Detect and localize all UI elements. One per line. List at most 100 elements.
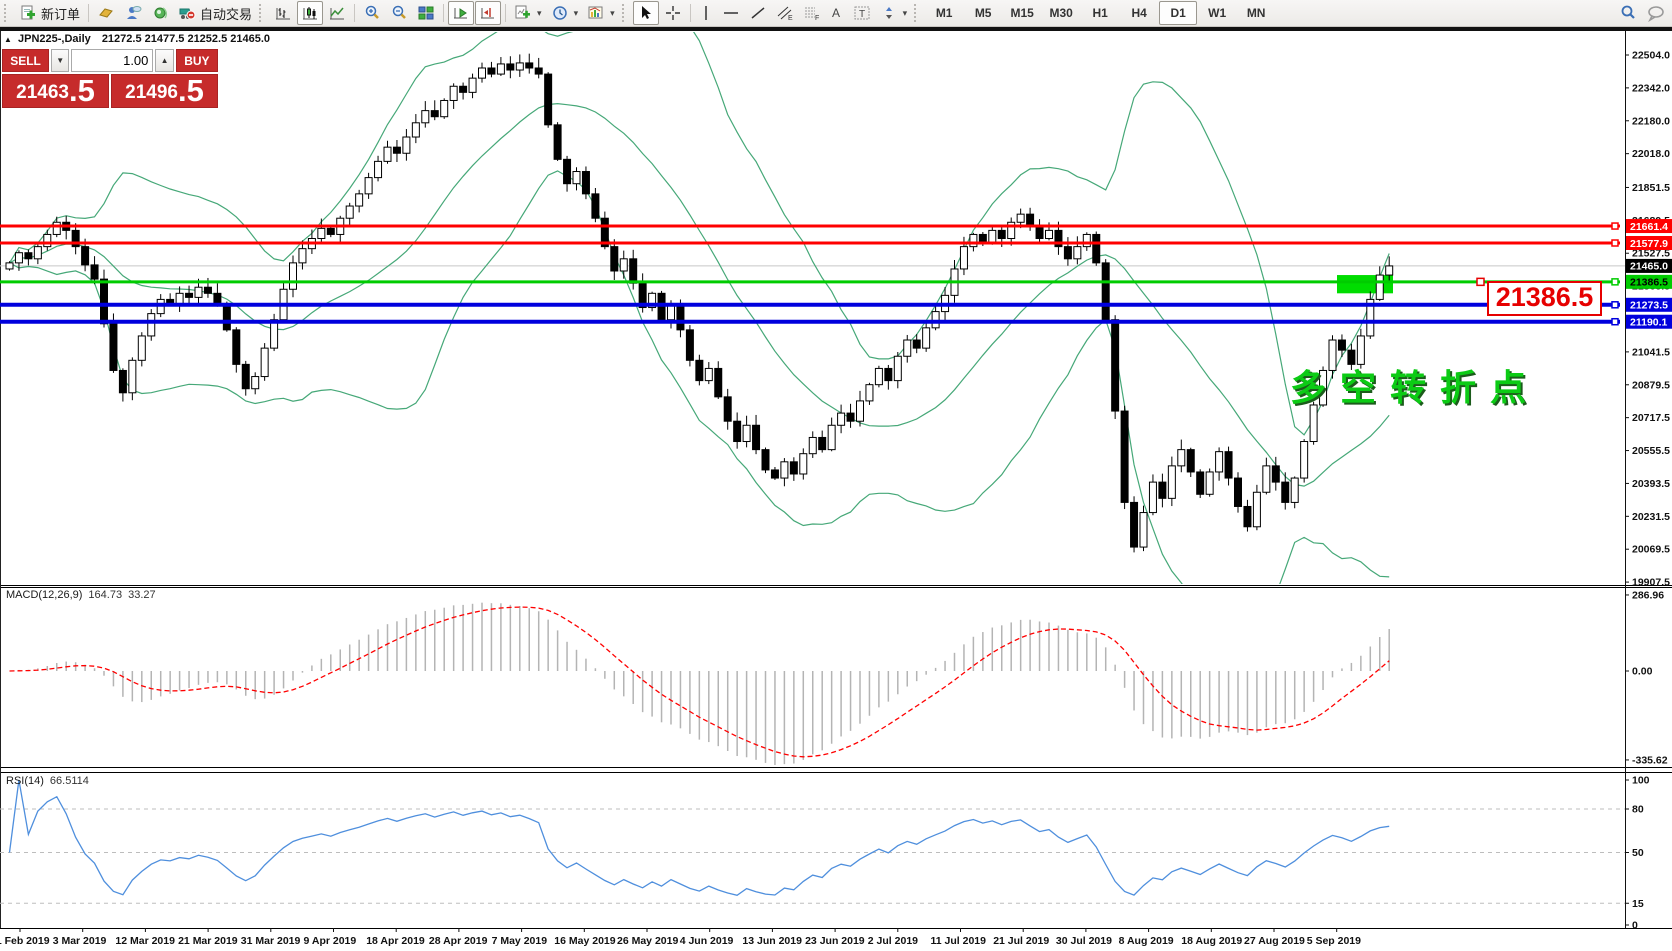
timeframe-d1-button[interactable]: D1 <box>1159 1 1198 25</box>
svg-text:100: 100 <box>1632 775 1650 787</box>
chart-shift-button[interactable] <box>475 1 502 25</box>
trendline-icon <box>749 4 767 22</box>
price-axis-flag <box>1626 314 1672 329</box>
timeframe-mn-button[interactable]: MN <box>1246 6 1266 20</box>
svg-text:21190.1: 21190.1 <box>1630 317 1668 329</box>
buy-price-main: 21496 <box>125 82 178 103</box>
community-icon <box>124 4 142 22</box>
highlight-rect[interactable] <box>1337 275 1393 294</box>
svg-text:15: 15 <box>1632 898 1644 910</box>
buy-price-display[interactable]: 21496 .5 <box>111 74 218 108</box>
new-chart-button[interactable]: ▾ <box>510 1 546 25</box>
collapse-arrow-icon[interactable]: ▲ <box>4 35 12 44</box>
sell-price-display[interactable]: 21463 .5 <box>2 74 109 108</box>
timeframe-m30-button[interactable]: M30 <box>1049 6 1073 20</box>
date-axis-label: 11 Jul 2019 <box>931 935 987 947</box>
timeframe-h4-button[interactable]: H4 <box>1131 6 1147 20</box>
hline-handle[interactable] <box>1611 222 1619 230</box>
timeframe-m15-button[interactable]: M15 <box>1010 6 1034 20</box>
timeframe-h1-button[interactable]: H1 <box>1092 6 1108 20</box>
new-order-button[interactable]: 新订单 <box>15 1 84 25</box>
price-axis-tick: 20717.5 <box>1632 412 1670 424</box>
text-label-button[interactable]: T <box>849 1 875 25</box>
candlestick-icon <box>301 4 319 22</box>
chat-button[interactable] <box>1642 1 1670 25</box>
sell-button[interactable]: SELL <box>2 49 50 72</box>
timeframe-m5-button[interactable]: M5 <box>974 6 992 20</box>
vertical-line-button[interactable] <box>695 1 717 25</box>
price-axis-flag <box>1626 274 1672 289</box>
turning-point-annotation[interactable]: 多空转折点 <box>1290 367 1541 408</box>
crosshair-button[interactable] <box>660 1 686 25</box>
chart-canvas[interactable]: 22504.022342.022180.022018.021851.521689… <box>0 29 1672 951</box>
signals-icon <box>151 4 169 22</box>
macd-signal-value: 33.27 <box>128 589 156 601</box>
community-button[interactable] <box>120 1 146 25</box>
channel-button[interactable]: E <box>772 1 798 25</box>
hline-handle[interactable] <box>1611 317 1619 326</box>
date-axis-label: 28 Apr 2019 <box>429 935 488 947</box>
volume-increase-button[interactable]: ▲ <box>155 49 174 72</box>
date-axis-label: 16 May 2019 <box>554 935 615 947</box>
line-chart-button[interactable] <box>324 1 350 25</box>
date-axis-label: 31 Mar 2019 <box>241 935 301 947</box>
hline-handle[interactable] <box>1611 301 1619 309</box>
main-plot <box>8 32 1393 584</box>
shapes-button[interactable]: ▾ <box>876 1 912 25</box>
macd-signal-line <box>9 606 1390 758</box>
autoscroll-button[interactable] <box>448 1 475 25</box>
search-button[interactable] <box>1615 1 1641 25</box>
tile-windows-icon <box>417 4 435 22</box>
svg-text:21465.0: 21465.0 <box>1630 261 1668 273</box>
timeframe-w1-button[interactable]: W1 <box>1208 6 1227 20</box>
candles <box>5 53 1394 553</box>
svg-text:21386.5: 21386.5 <box>1630 277 1668 289</box>
cursor-button[interactable] <box>632 1 659 25</box>
new-order-label: 新订单 <box>41 6 81 22</box>
macd-name: MACD(12,26,9) <box>6 589 83 601</box>
date-axis-label: 21 Feb 2019 <box>0 935 50 947</box>
svg-text:F: F <box>815 15 819 22</box>
autotrading-icon <box>178 4 196 22</box>
price-axis-flag <box>1626 235 1672 250</box>
zoom-in-icon <box>363 4 381 22</box>
date-axis-label: 7 May 2019 <box>492 935 548 947</box>
price-axis-tick: 22504.0 <box>1632 50 1670 62</box>
fibonacci-button[interactable]: F <box>799 1 825 25</box>
date-axis-label: 21 Mar 2019 <box>178 935 238 947</box>
price-axis-tick: 19907.5 <box>1632 577 1670 589</box>
svg-text:286.96: 286.96 <box>1632 589 1664 601</box>
sell-price-pips: .5 <box>68 73 95 108</box>
buy-button[interactable]: BUY <box>175 49 219 72</box>
hline-handle[interactable] <box>1611 278 1619 286</box>
date-axis-label: 27 Aug 2019 <box>1244 935 1305 947</box>
periods-button[interactable]: ▾ <box>547 1 583 25</box>
svg-text:50: 50 <box>1632 847 1644 859</box>
date-axis-label: 26 May 2019 <box>617 935 678 947</box>
price-axis-tick: 22342.0 <box>1632 82 1670 94</box>
chart-symbol-period: JPN225-,Daily <box>17 33 91 45</box>
tile-windows-button[interactable] <box>413 1 439 25</box>
volume-input[interactable] <box>71 49 154 72</box>
zoom-in-button[interactable] <box>359 1 385 25</box>
svg-text:A: A <box>832 6 840 20</box>
dropdown-arrow-icon: ▾ <box>537 7 542 18</box>
templates-button[interactable]: ▾ <box>583 1 619 25</box>
bollinger-upper-band <box>8 32 1390 436</box>
zoom-out-button[interactable] <box>386 1 412 25</box>
volume-decrease-button[interactable]: ▼ <box>51 49 70 72</box>
timeframe-m1-button[interactable]: M1 <box>935 6 953 20</box>
candlestick-button[interactable] <box>297 1 324 25</box>
date-axis-label: 30 Jul 2019 <box>1056 935 1112 947</box>
autotrading-button[interactable]: 自动交易 <box>174 1 256 25</box>
horizontal-line-button[interactable] <box>718 1 744 25</box>
signals-button[interactable] <box>147 1 173 25</box>
clock-icon <box>551 4 569 22</box>
macd-indicator-label: MACD(12,26,9) 164.73 33.27 <box>6 589 156 601</box>
hline-handle[interactable] <box>1611 239 1619 247</box>
trendline-button[interactable] <box>745 1 771 25</box>
market-watch-button[interactable] <box>93 1 119 25</box>
text-button[interactable]: A <box>826 1 848 25</box>
price-callout-label[interactable]: 21386.5 <box>1487 281 1602 316</box>
bar-chart-button[interactable] <box>270 1 296 25</box>
